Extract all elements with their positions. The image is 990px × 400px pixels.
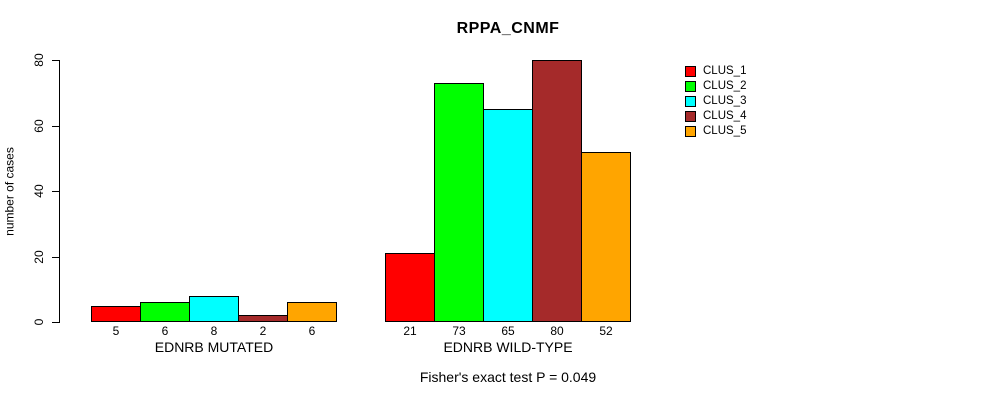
legend-swatch-clus_2 [685, 81, 696, 92]
y-tick-mark [52, 60, 59, 61]
legend-label: CLUS_1 [703, 65, 747, 77]
y-tick-label: 80 [32, 53, 46, 67]
bar-clus_3-mutated [189, 296, 239, 322]
y-tick-mark [52, 257, 59, 258]
bar-value-label: 80 [550, 324, 564, 338]
legend-swatch-clus_5 [685, 126, 696, 137]
bar-value-label: 8 [210, 324, 218, 338]
bar-value-label: 65 [501, 324, 515, 338]
legend-label: CLUS_2 [703, 80, 747, 92]
bar-value-label: 2 [259, 324, 267, 338]
y-axis-line [59, 60, 60, 323]
legend-item: CLUS_1 [685, 65, 747, 77]
bar-clus_4-mutated [238, 315, 288, 322]
legend-item: CLUS_5 [685, 125, 747, 137]
x-axis-category-label: EDNRB MUTATED [154, 339, 274, 355]
y-axis-label: number of cases [2, 147, 17, 236]
y-tick-mark [52, 126, 59, 127]
bar-clus_2-mutated [140, 302, 190, 322]
y-tick-label: 60 [32, 119, 46, 133]
legend-label: CLUS_4 [703, 110, 747, 122]
y-tick-mark [52, 322, 59, 323]
bar-value-label: 5 [112, 324, 120, 338]
y-tick-label: 40 [32, 184, 46, 198]
bar-clus_1-mutated [91, 306, 141, 322]
legend-label: CLUS_3 [703, 95, 747, 107]
bar-clus_2-wildtype [434, 83, 484, 322]
bar-clus_4-wildtype [532, 60, 582, 322]
legend-item: CLUS_4 [685, 110, 747, 122]
legend-swatch-clus_3 [685, 96, 696, 107]
bar-value-label: 21 [403, 324, 417, 338]
bar-clus_5-mutated [287, 302, 337, 322]
bar-clus_3-wildtype [483, 109, 533, 322]
legend-swatch-clus_1 [685, 66, 696, 77]
legend-item: CLUS_2 [685, 80, 747, 92]
legend-swatch-clus_4 [685, 111, 696, 122]
chart-title: RPPA_CNMF [456, 20, 560, 37]
y-tick-mark [52, 191, 59, 192]
bar-clus_5-wildtype [581, 152, 631, 322]
bar-value-label: 6 [308, 324, 316, 338]
bar-value-label: 6 [161, 324, 169, 338]
bar-value-label: 73 [452, 324, 466, 338]
x-axis-category-label: EDNRB WILD-TYPE [443, 339, 573, 355]
bar-value-label: 52 [599, 324, 613, 338]
fisher-test-annotation: Fisher's exact test P = 0.049 [419, 369, 597, 385]
y-tick-label: 0 [32, 318, 46, 326]
legend-label: CLUS_5 [703, 125, 747, 137]
bar-clus_1-wildtype [385, 253, 435, 322]
y-tick-label: 20 [32, 250, 46, 264]
legend-item: CLUS_3 [685, 95, 747, 107]
legend: CLUS_1 CLUS_2 CLUS_3 CLUS_4 CLUS_5 [685, 65, 747, 141]
